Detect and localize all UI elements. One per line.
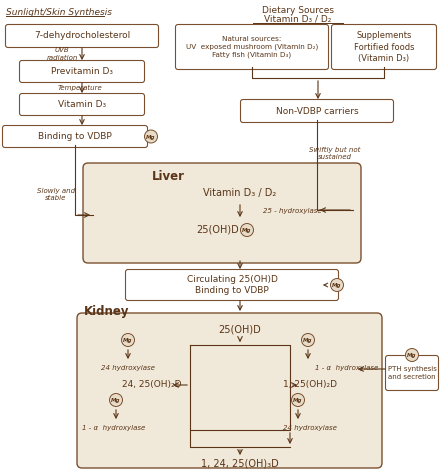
Text: Sunlight/Skin Synthesis: Sunlight/Skin Synthesis	[6, 8, 112, 17]
Text: Mg: Mg	[123, 338, 133, 343]
Text: Non-VDBP carriers: Non-VDBP carriers	[276, 107, 358, 116]
Text: 24, 25(OH)₂D: 24, 25(OH)₂D	[122, 380, 182, 389]
Circle shape	[241, 224, 253, 237]
Text: 1, 24, 25(OH)₃D: 1, 24, 25(OH)₃D	[201, 459, 279, 469]
FancyBboxPatch shape	[77, 313, 382, 468]
Text: Swiftly but not
sustained: Swiftly but not sustained	[309, 147, 361, 159]
Text: 1 - α  hydroxylase: 1 - α hydroxylase	[82, 425, 146, 431]
Text: UVB
radiation: UVB radiation	[46, 48, 78, 60]
Text: PTH synthesis
and secretion: PTH synthesis and secretion	[388, 366, 436, 380]
FancyBboxPatch shape	[19, 93, 144, 116]
Text: Mg: Mg	[293, 398, 303, 403]
FancyBboxPatch shape	[3, 126, 147, 148]
Text: Mg: Mg	[332, 283, 342, 288]
Text: Mg: Mg	[242, 228, 252, 233]
Text: 25(OH)D: 25(OH)D	[219, 325, 261, 335]
Circle shape	[144, 130, 158, 143]
Text: Mg: Mg	[407, 353, 417, 358]
Text: Mg: Mg	[146, 135, 156, 139]
Text: Vitamin D₃ / D₂: Vitamin D₃ / D₂	[203, 188, 277, 198]
Text: Dietary Sources: Dietary Sources	[262, 6, 334, 15]
Circle shape	[330, 278, 344, 291]
Text: Kidney: Kidney	[84, 305, 130, 317]
FancyBboxPatch shape	[5, 24, 158, 48]
FancyBboxPatch shape	[19, 60, 144, 82]
Text: Previtamin D₃: Previtamin D₃	[51, 67, 113, 76]
Text: 1, 25(OH)₂D: 1, 25(OH)₂D	[283, 380, 337, 389]
FancyBboxPatch shape	[83, 163, 361, 263]
FancyBboxPatch shape	[125, 269, 338, 300]
Text: Mg: Mg	[111, 398, 121, 403]
Text: Temperature: Temperature	[58, 85, 103, 91]
Circle shape	[301, 334, 315, 347]
FancyBboxPatch shape	[331, 24, 436, 69]
Text: 7-dehydrocholesterol: 7-dehydrocholesterol	[34, 31, 130, 40]
Text: Slowly and
stable: Slowly and stable	[37, 188, 75, 201]
Text: Binding to VDBP: Binding to VDBP	[38, 132, 112, 141]
Text: 1 - α  hydroxylase: 1 - α hydroxylase	[315, 365, 378, 371]
Text: 24 hydroxylase: 24 hydroxylase	[101, 365, 155, 371]
Text: Liver: Liver	[151, 170, 184, 184]
FancyBboxPatch shape	[241, 99, 393, 122]
Text: 25 - hydroxylase: 25 - hydroxylase	[263, 208, 322, 214]
Circle shape	[406, 348, 418, 361]
Text: 25(OH)D: 25(OH)D	[197, 225, 239, 235]
Circle shape	[291, 394, 304, 407]
Text: Vitamin D₃ / D₂: Vitamin D₃ / D₂	[264, 15, 332, 24]
Circle shape	[121, 334, 135, 347]
Text: 24 hydroxylase: 24 hydroxylase	[283, 425, 337, 431]
Text: Supplements
Fortified foods
(Vitamin D₃): Supplements Fortified foods (Vitamin D₃)	[354, 31, 414, 63]
Text: Natural sources:
UV  exposed mushroom (Vitamin D₂)
Fatty fish (Vitamin D₃): Natural sources: UV exposed mushroom (Vi…	[186, 36, 318, 58]
Text: Vitamin D₃: Vitamin D₃	[58, 100, 106, 109]
Text: Mg: Mg	[303, 338, 313, 343]
Circle shape	[110, 394, 122, 407]
Text: Circulating 25(OH)D
Binding to VDBP: Circulating 25(OH)D Binding to VDBP	[187, 275, 278, 295]
FancyBboxPatch shape	[385, 356, 439, 390]
FancyBboxPatch shape	[176, 24, 329, 69]
